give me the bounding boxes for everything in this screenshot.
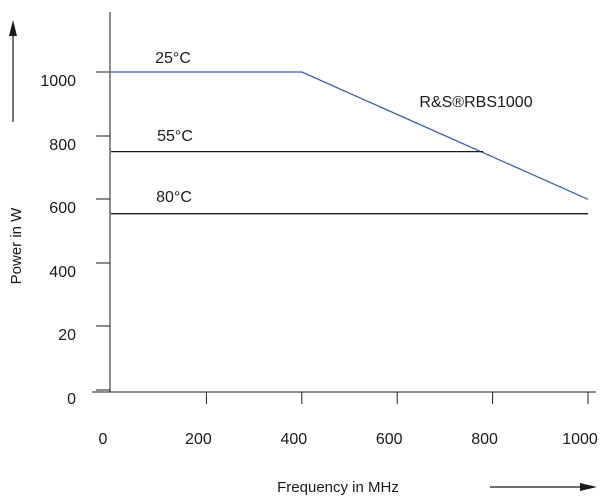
y-tick-label: 1000 [40, 73, 76, 90]
series-line-1 [111, 71, 589, 200]
y-axis-arrow [9, 20, 17, 122]
x-tick-label: 800 [471, 431, 498, 448]
x-tick-label: 400 [280, 431, 307, 448]
y-tick-label: 800 [49, 137, 76, 154]
series-label-25c: 25°C [155, 50, 191, 67]
y-tick-label: 20 [58, 327, 76, 344]
x-axis-label: Frequency in MHz [277, 479, 399, 496]
x-tick-label: 0 [99, 431, 108, 448]
series-label-55c: 55°C [157, 128, 193, 145]
series-label-80c: 80°C [156, 189, 192, 206]
y-tick-label: 400 [49, 264, 76, 281]
x-tick-label: 1000 [562, 431, 598, 448]
y-axis-label: Power in W [8, 207, 25, 285]
product-annotation: R&S®RBS1000 [419, 94, 532, 111]
y-tick-label: 600 [49, 200, 76, 217]
x-tick-label: 600 [376, 431, 403, 448]
x-tick-label: 200 [185, 431, 212, 448]
y-tick-label: 0 [67, 391, 76, 408]
x-axis-arrow [490, 483, 597, 491]
